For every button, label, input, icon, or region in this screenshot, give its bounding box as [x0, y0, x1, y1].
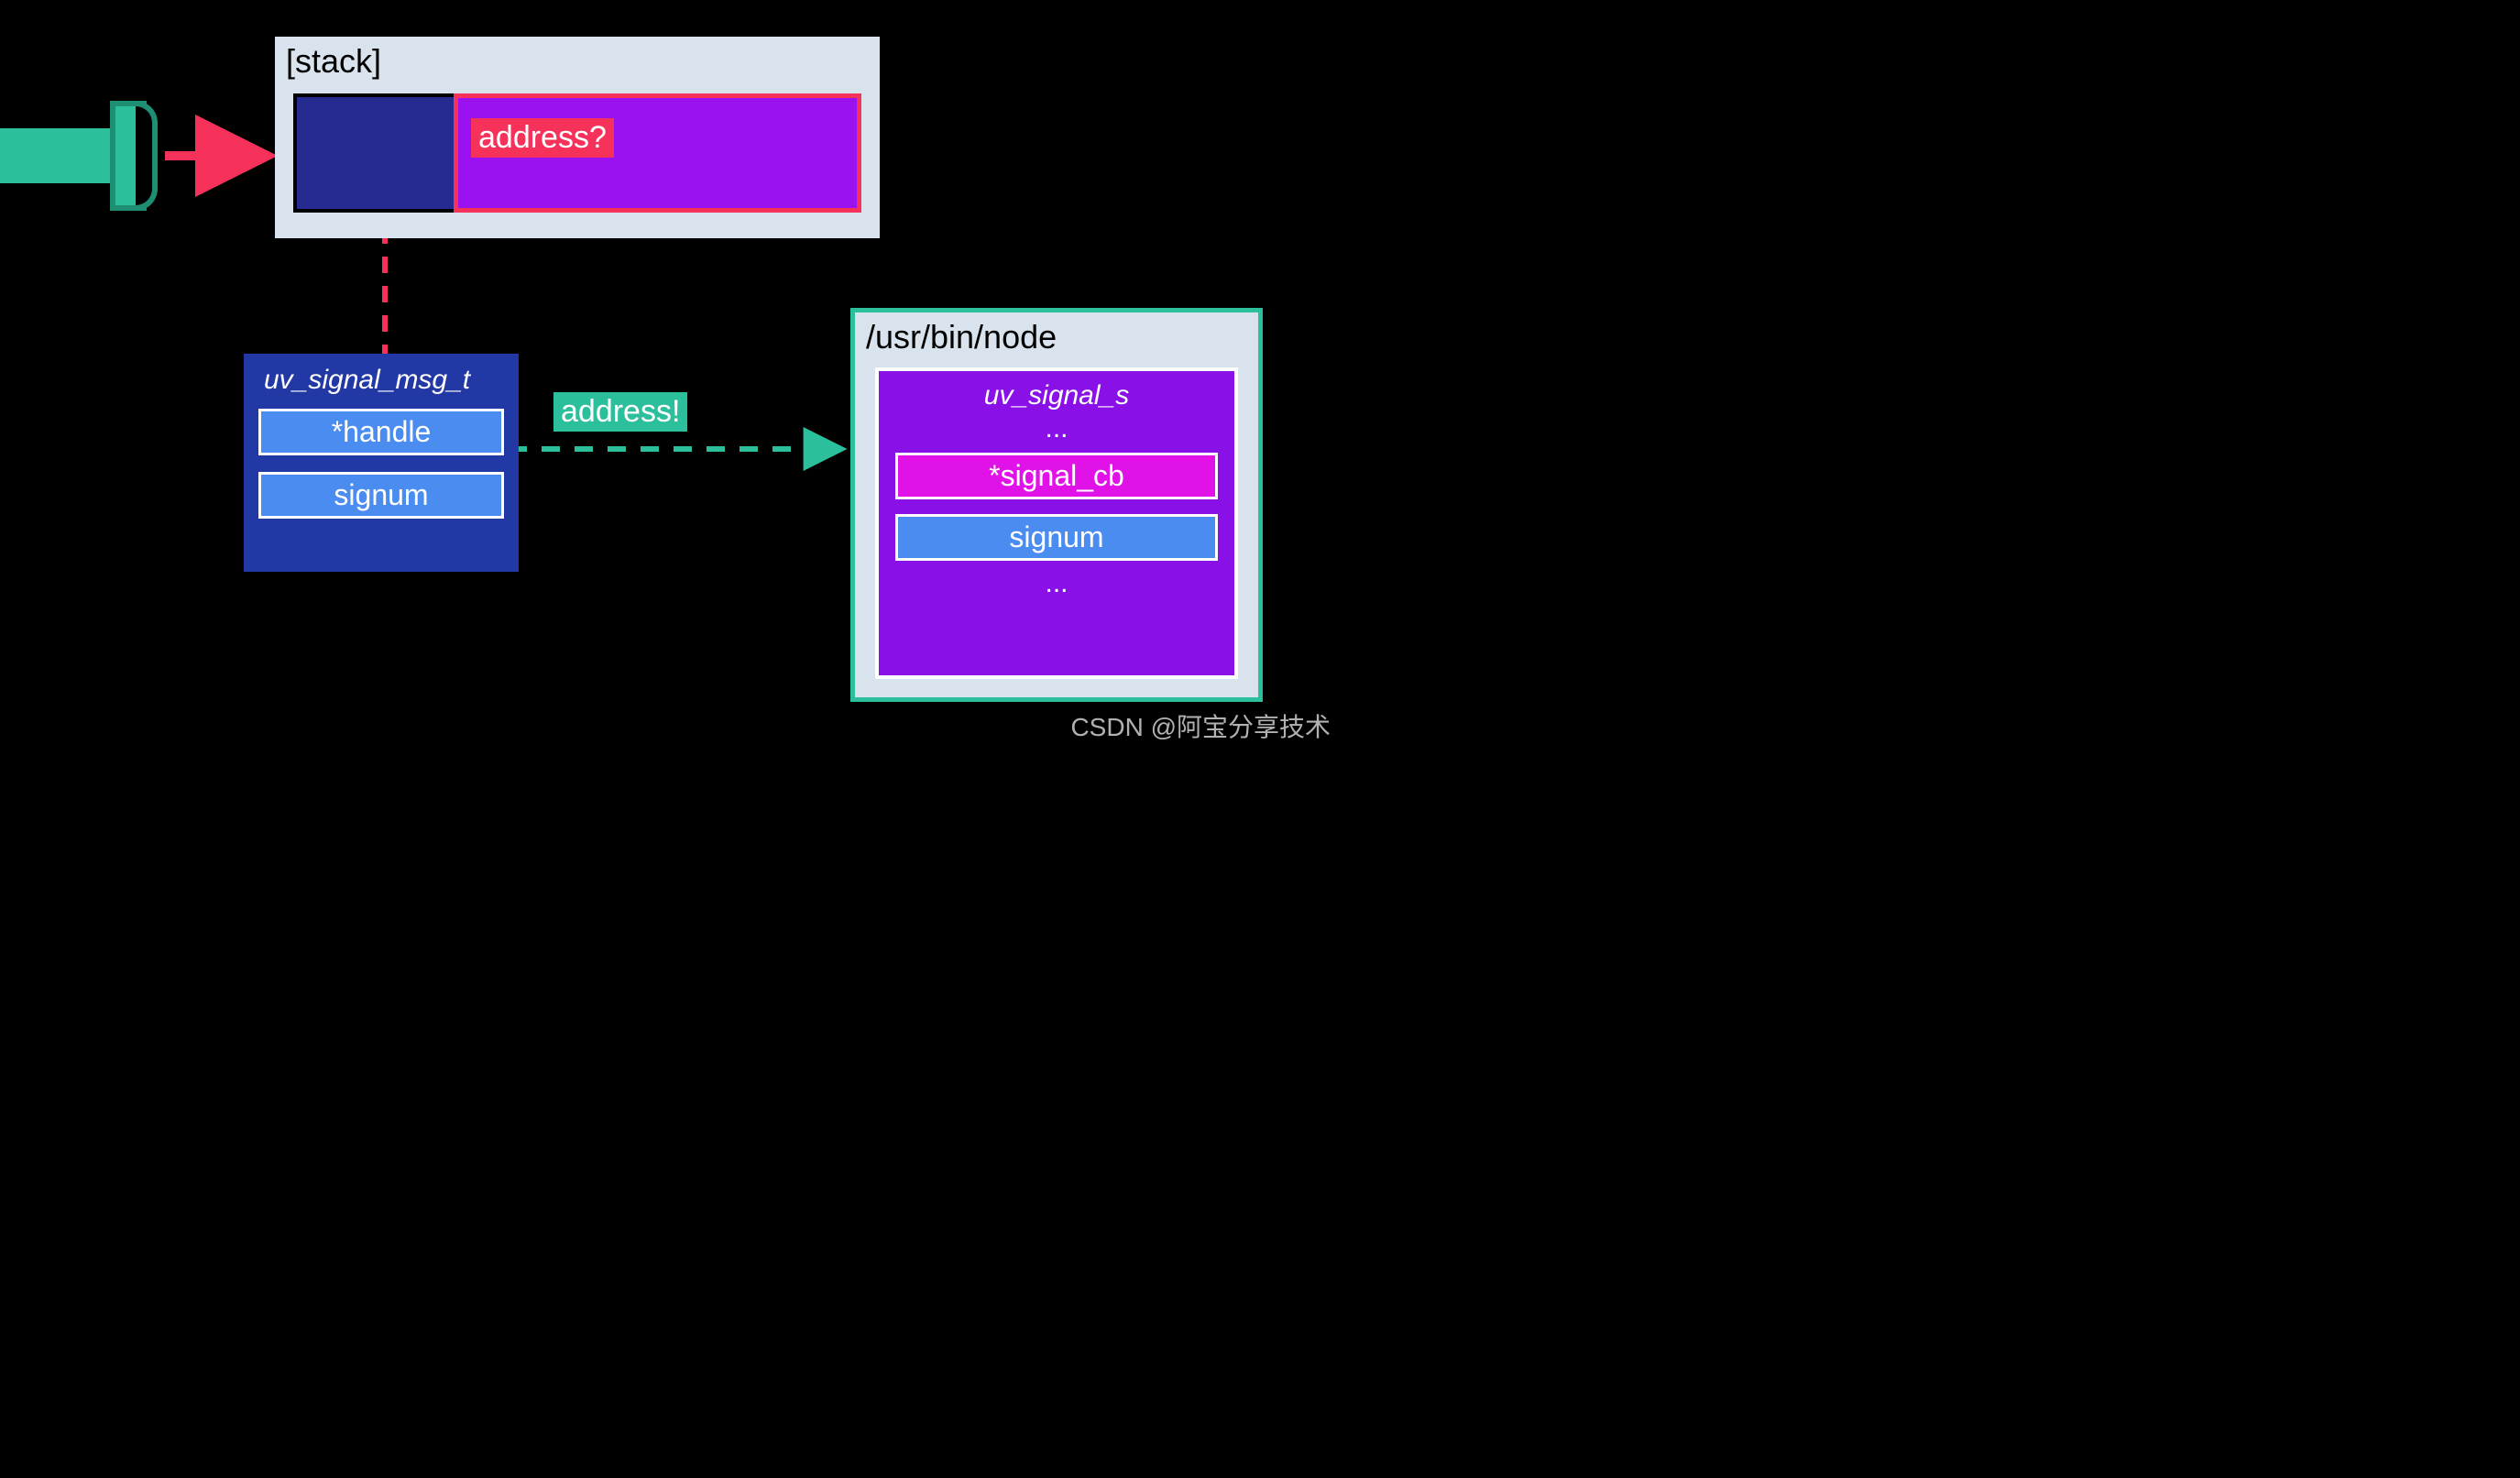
msg-field-signum: signum [258, 472, 504, 519]
node-panel: /usr/bin/node uv_signal_s ... *signal_cb… [850, 308, 1263, 702]
stack-overlay: address? [454, 93, 861, 213]
ellipsis-top: ... [895, 413, 1218, 443]
diagram-stage: [stack] address? uv_signal_msg_t *handle… [0, 0, 1338, 748]
node-struct-box: uv_signal_s ... *signal_cb signum ... [875, 367, 1238, 679]
node-field-signum: signum [895, 514, 1218, 561]
address-bang-badge: address! [553, 392, 687, 432]
stack-panel: [stack] address? [275, 37, 880, 238]
stack-title: [stack] [286, 42, 869, 81]
node-field-signalcb: *signal_cb [895, 453, 1218, 499]
watermark-text: CSDN @阿宝分享技术 [1070, 707, 1331, 744]
msg-struct-box: uv_signal_msg_t *handle signum [244, 354, 519, 572]
msg-type-label: uv_signal_msg_t [264, 365, 504, 396]
address-question-badge: address? [471, 118, 614, 158]
node-title: /usr/bin/node [866, 318, 1247, 356]
node-type-label: uv_signal_s [895, 380, 1218, 411]
ellipsis-bottom: ... [895, 568, 1218, 599]
msg-field-handle: *handle [258, 409, 504, 455]
pipe-shape [0, 101, 160, 211]
